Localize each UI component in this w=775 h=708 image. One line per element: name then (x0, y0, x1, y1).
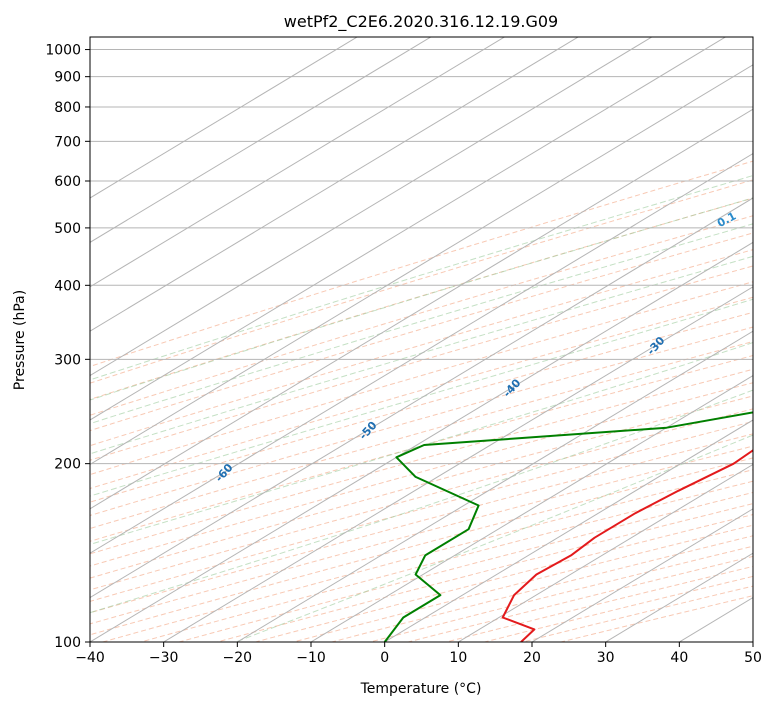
x-tick-label: 50 (744, 650, 762, 666)
dry-adiabat-line (329, 535, 753, 642)
x-axis-ticks: −40 −30 −20 −10 0 10 20 30 40 50 (75, 642, 762, 666)
x-tick-label: 40 (670, 650, 688, 666)
x-tick-label: −40 (75, 650, 105, 666)
dry-adiabat-line (90, 197, 753, 400)
dry-adiabat-line (90, 265, 753, 461)
x-tick-label: −10 (296, 650, 326, 666)
dry-adiabat-line (90, 311, 753, 503)
isotherm-line (90, 37, 653, 377)
y-tick-label: 100 (54, 635, 81, 651)
y-axis-ticks: 1000 900 800 700 600 500 400 300 200 100 (45, 43, 90, 651)
plot-background (90, 37, 753, 642)
moist-adiabat-line (90, 342, 753, 545)
x-tick-label: −20 (223, 650, 253, 666)
profile-series (383, 411, 753, 642)
y-tick-label: 300 (54, 352, 81, 368)
isotherm-line (90, 37, 506, 288)
isotherm-line (162, 286, 753, 642)
isotherm-line (90, 37, 432, 243)
dry-adiabat-line (90, 281, 753, 476)
isotherm-line (90, 37, 580, 332)
dry-adiabat-line (291, 524, 753, 642)
isotherm-line (310, 375, 753, 642)
y-tick-label: 900 (54, 70, 81, 86)
x-tick-label: 0 (380, 650, 389, 666)
isotherm-line (90, 197, 753, 599)
x-axis-label: Temperature (°C) (360, 681, 482, 697)
isotherm-line (90, 37, 727, 421)
y-axis-label: Pressure (hPa) (12, 290, 28, 390)
x-tick-label: 20 (523, 650, 541, 666)
y-tick-label: 400 (54, 278, 81, 294)
chart-title: wetPf2_C2E6.2020.316.12.19.G09 (284, 12, 558, 32)
isotherm-line (90, 153, 753, 554)
y-tick-label: 1000 (45, 43, 81, 59)
y-tick-label: 500 (54, 221, 81, 237)
dry-adiabat-line (90, 179, 753, 384)
y-tick-label: 200 (54, 457, 81, 473)
dewpoint-profile-line (383, 411, 753, 642)
isotherm-line (236, 330, 753, 642)
y-tick-label: 800 (54, 100, 81, 116)
isotherm-line (457, 463, 753, 642)
isotherms (90, 37, 753, 642)
isotherm-line (90, 108, 753, 510)
isotherm-line (90, 241, 753, 642)
isotherm-line (90, 64, 753, 465)
temperature-profile-line (501, 449, 753, 642)
isotherm-line (383, 419, 753, 642)
dry-adiabat-line (368, 545, 753, 642)
isotherm-line (531, 508, 753, 642)
plot-frame (89, 36, 754, 643)
y-tick-label: 600 (54, 174, 81, 190)
y-tick-label: 700 (54, 134, 81, 150)
moist-adiabat-line (90, 175, 753, 381)
x-tick-label: 30 (597, 650, 615, 666)
moist-adiabat-line (90, 197, 753, 401)
x-tick-label: −30 (149, 650, 179, 666)
isotherm-line (90, 37, 359, 199)
x-tick-label: 10 (449, 650, 467, 666)
dry-adiabat-line (90, 326, 753, 517)
pressure-gridlines (90, 49, 753, 642)
dry-adiabat-line (90, 232, 753, 432)
